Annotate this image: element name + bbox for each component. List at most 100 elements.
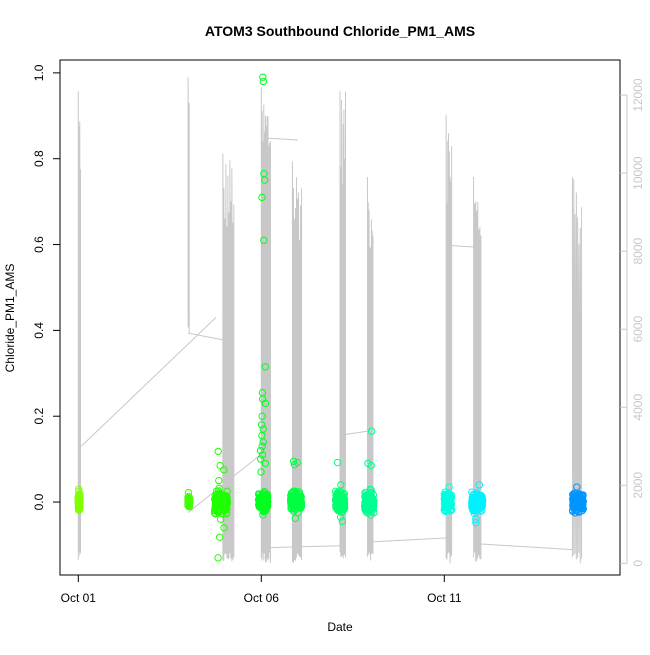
data-point-outlier <box>261 363 269 371</box>
secondary-series <box>77 77 583 564</box>
data-point <box>447 506 455 515</box>
data-point <box>215 484 223 493</box>
data-point-outlier <box>260 236 268 244</box>
data-point <box>478 495 486 503</box>
data-point <box>74 499 83 508</box>
data-point <box>363 497 371 506</box>
data-point-outlier <box>571 509 579 517</box>
x-tick-label: Oct 06 <box>244 591 280 605</box>
data-point-outlier <box>220 524 228 532</box>
secondary-connector-line <box>188 332 229 342</box>
scatter-points <box>74 73 587 562</box>
data-point <box>361 505 369 514</box>
data-point <box>369 500 377 508</box>
secondary-connector-line <box>264 137 298 141</box>
data-point-outlier <box>257 468 265 476</box>
data-point <box>261 492 270 500</box>
data-point <box>445 493 454 501</box>
data-point <box>441 498 449 506</box>
data-point-outlier <box>294 509 302 517</box>
data-point-outlier <box>259 511 267 519</box>
data-point <box>473 497 481 505</box>
data-point-outlier <box>258 412 266 420</box>
data-point-outlier <box>75 504 83 513</box>
data-point <box>74 495 83 504</box>
secondary-connector-line <box>447 244 478 248</box>
data-point-outlier <box>259 438 267 446</box>
data-point <box>331 487 340 496</box>
data-point-outlier <box>289 457 298 465</box>
y2-tick-label: 6000 <box>631 316 645 343</box>
x-axis-label: Date <box>327 620 353 634</box>
data-point <box>75 490 83 499</box>
data-point-outlier <box>259 73 267 81</box>
data-point-outlier <box>184 488 193 497</box>
data-point-outlier <box>258 193 266 202</box>
secondary-connector-line <box>345 430 372 436</box>
y2-tick-label: 10000 <box>631 156 645 190</box>
data-point-outlier <box>445 483 453 491</box>
secondary-spike-group <box>339 91 346 559</box>
secondary-connector-line <box>80 317 217 447</box>
data-point-outlier <box>214 447 222 456</box>
data-point-outlier <box>216 461 224 470</box>
data-point <box>447 491 456 499</box>
data-point <box>339 495 348 503</box>
secondary-spike-group <box>187 77 190 334</box>
data-point <box>296 500 304 508</box>
data-point-outlier <box>257 421 266 429</box>
data-point <box>256 496 265 505</box>
data-point-outlier <box>337 481 345 489</box>
data-point-outlier <box>260 176 269 184</box>
data-point <box>213 502 222 510</box>
data-point-outlier <box>214 554 222 562</box>
y-tick-label: 1.0 <box>32 64 46 81</box>
y-axis-label: Chloride_PM1_AMS <box>3 264 17 373</box>
y-tick-label: 0.6 <box>32 236 46 253</box>
data-point-outlier <box>259 77 267 86</box>
data-point-outlier <box>215 533 224 541</box>
data-point <box>471 498 479 506</box>
data-point <box>287 505 295 513</box>
secondary-spike-group <box>445 114 453 564</box>
data-point <box>364 493 373 502</box>
data-point-outlier <box>256 455 265 463</box>
secondary-spike-group <box>260 87 271 564</box>
data-point-outlier <box>336 513 345 521</box>
secondary-spike-group <box>571 177 583 564</box>
data-point-outlier <box>290 461 299 469</box>
data-point-outlier <box>367 461 375 470</box>
secondary-spike-group <box>473 177 482 562</box>
secondary-spike-group <box>366 177 374 561</box>
data-point <box>261 502 270 510</box>
data-point <box>337 502 346 511</box>
data-point-outlier <box>256 446 265 455</box>
data-point <box>576 504 584 512</box>
data-point-outlier <box>333 458 342 467</box>
data-point <box>297 498 305 507</box>
data-point <box>222 492 230 501</box>
data-point <box>469 490 478 499</box>
data-point-outlier <box>75 487 83 496</box>
data-point-outlier <box>472 518 480 527</box>
secondary-connector-line <box>264 545 341 549</box>
x-tick-label: Oct 01 <box>61 591 97 605</box>
data-point-outlier <box>367 427 376 435</box>
y-tick-label: 0.0 <box>32 493 46 510</box>
data-point <box>213 493 221 501</box>
chart-title: ATOM3 Southbound Chloride_PM1_AMS <box>205 23 475 39</box>
secondary-connector-line <box>477 543 573 551</box>
y2-tick-label: 2000 <box>631 472 645 499</box>
data-point-outlier <box>220 466 228 474</box>
data-point-outlier <box>472 515 480 523</box>
y-tick-label: 0.4 <box>32 322 46 339</box>
axes: Oct 01 Oct 06 Oct 11 0.0 0.2 0.4 0.6 0.8 1.0 0 200… <box>32 64 645 605</box>
y2-tick-label: 0 <box>631 560 645 567</box>
data-point-outlier <box>258 442 266 450</box>
data-point-outlier <box>367 511 375 519</box>
y2-tick-label: 8000 <box>631 238 645 265</box>
data-point-outlier <box>216 515 225 523</box>
data-point-outlier <box>185 502 193 511</box>
data-point <box>336 501 344 509</box>
